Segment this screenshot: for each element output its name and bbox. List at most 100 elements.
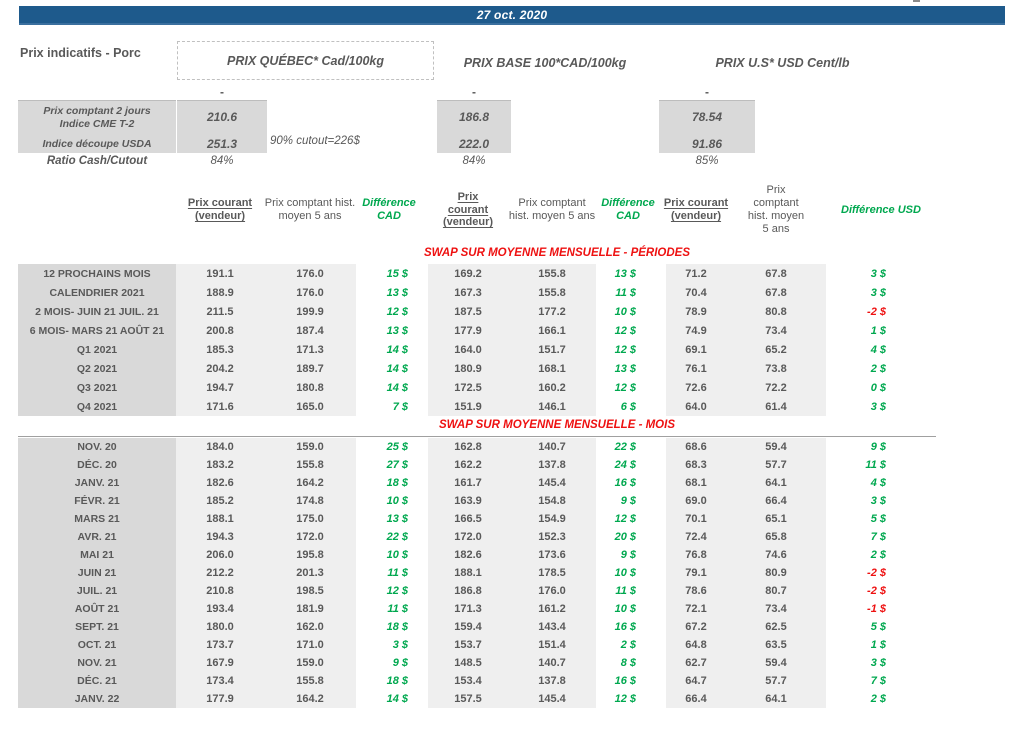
cell-q-diff: 13 $ — [356, 283, 422, 302]
cell-b-cur: 164.0 — [428, 340, 508, 359]
row-label: SEPT. 21 — [18, 618, 176, 636]
cell-b-hist: 140.7 — [508, 438, 596, 456]
cell-b-diff: 10 $ — [596, 302, 660, 321]
cell-b-cur: 161.7 — [428, 474, 508, 492]
table-row: NOV. 21 167.9 159.0 9 $ 148.5 140.7 8 $ 62.7 59.… — [18, 654, 936, 672]
cell-b-cur: 153.4 — [428, 672, 508, 690]
column-headers: Prix courant (vendeur) Prix comptant his… — [18, 173, 936, 247]
column-gap — [660, 600, 666, 618]
cell-b-diff: 2 $ — [596, 636, 660, 654]
cell-u-diff: 4 $ — [826, 474, 936, 492]
table-row: AVR. 21 194.3 172.0 22 $172.0 152.3 20 $72.4 6… — [18, 528, 936, 546]
spot-base-block: 186.8 222.0 — [437, 100, 511, 153]
row-label: DÉC. 20 — [18, 456, 176, 474]
column-gap — [422, 582, 428, 600]
table-row: Q4 2021 171.6 165.0 7 $ 151.9 146.1 6 $ 64.0 61.… — [18, 397, 936, 416]
cell-u-hist: 65.1 — [726, 510, 826, 528]
cell-b-diff: 8 $ — [596, 654, 660, 672]
column-gap — [422, 378, 428, 397]
cell-q-hist: 181.9 — [264, 600, 356, 618]
cell-u-cur: 76.8 — [666, 546, 726, 564]
cell-b-diff: 9 $ — [596, 546, 660, 564]
column-gap — [422, 359, 428, 378]
cell-b-hist: 152.3 — [508, 528, 596, 546]
table-row: JANV. 22 177.9 164.2 14 $ 157.5 145.4 12 $ 66.4… — [18, 690, 936, 708]
cell-b-cur: 159.4 — [428, 618, 508, 636]
cell-q-diff: 3 $ — [356, 636, 422, 654]
cell-u-hist: 74.6 — [726, 546, 826, 564]
cell-b-diff: 16 $ — [596, 474, 660, 492]
colhead-us-hist: Prix comptant hist. moyen 5 ans — [747, 184, 805, 235]
cell-b-diff: 13 $ — [596, 359, 660, 378]
spot-us-cutout: 91.86 — [691, 136, 723, 151]
row-label: Q4 2021 — [18, 397, 176, 416]
cell-u-hist: 73.4 — [726, 321, 826, 340]
cell-b-diff: 9 $ — [596, 492, 660, 510]
table-row: MAI 21 206.0 195.8 10 $ 182.6 173.6 9 $ 76.8 74.… — [18, 546, 936, 564]
cell-b-hist: 160.2 — [508, 378, 596, 397]
column-gap — [422, 397, 428, 416]
cell-b-cur: 163.9 — [428, 492, 508, 510]
cell-u-hist: 64.1 — [726, 474, 826, 492]
cell-b-hist: 161.2 — [508, 600, 596, 618]
cell-b-hist: 177.2 — [508, 302, 596, 321]
cell-q-diff: 25 $ — [356, 438, 422, 456]
cell-q-diff: 27 $ — [356, 456, 422, 474]
cell-q-cur: 177.9 — [176, 690, 264, 708]
cell-u-hist: 73.8 — [726, 359, 826, 378]
cell-u-cur: 72.1 — [666, 600, 726, 618]
cell-b-diff: 20 $ — [596, 528, 660, 546]
cell-u-cur: 78.6 — [666, 582, 726, 600]
cell-q-cur: 183.2 — [176, 456, 264, 474]
cell-q-diff: 11 $ — [356, 600, 422, 618]
cell-u-cur: 64.8 — [666, 636, 726, 654]
column-gap — [660, 510, 666, 528]
row-label: NOV. 21 — [18, 654, 176, 672]
spot-us-cash: 78.54 — [691, 110, 723, 125]
table-periods: 12 PROCHAINS MOIS 191.1 176.0 15 $ 169.2 155.… — [18, 264, 936, 416]
colhead-us-diff-usd: Différence USD — [841, 203, 921, 216]
cell-u-cur: 67.2 — [666, 618, 726, 636]
cell-u-hist: 66.4 — [726, 492, 826, 510]
cutout-note: 90% cutout=226$ — [270, 135, 360, 147]
cell-u-diff: 1 $ — [826, 321, 936, 340]
cell-b-hist: 137.8 — [508, 456, 596, 474]
row-label: AVR. 21 — [18, 528, 176, 546]
cell-b-cur: 153.7 — [428, 636, 508, 654]
cell-b-diff: 12 $ — [596, 340, 660, 359]
spot-base-cash: 186.8 — [458, 110, 490, 125]
spot-quebec-cash: 210.6 — [206, 110, 238, 125]
cell-q-hist: 174.8 — [264, 492, 356, 510]
spot-row1-label-line1: Prix comptant 2 jours — [43, 104, 151, 117]
cell-q-diff: 13 $ — [356, 510, 422, 528]
cell-q-diff: 10 $ — [356, 546, 422, 564]
cell-u-cur: 70.4 — [666, 283, 726, 302]
cell-u-hist: 73.4 — [726, 600, 826, 618]
cell-q-diff: 12 $ — [356, 302, 422, 321]
cell-q-cur: 184.0 — [176, 438, 264, 456]
cell-q-cur: 173.4 — [176, 672, 264, 690]
table-row: JUIL. 21 210.8 198.5 12 $ 186.8 176.0 11 $ 78.6… — [18, 582, 936, 600]
column-gap — [422, 264, 428, 283]
column-gap — [660, 690, 666, 708]
cell-u-cur: 72.6 — [666, 378, 726, 397]
group-header-us: PRIX U.S* USD Cent/lb — [715, 56, 850, 70]
column-gap — [422, 492, 428, 510]
cell-q-hist: 162.0 — [264, 618, 356, 636]
cell-b-hist: 166.1 — [508, 321, 596, 340]
cell-q-cur: 194.7 — [176, 378, 264, 397]
cell-b-diff: 10 $ — [596, 564, 660, 582]
cell-u-hist: 67.8 — [726, 283, 826, 302]
cell-b-hist: 154.9 — [508, 510, 596, 528]
cell-b-hist: 151.7 — [508, 340, 596, 359]
cell-b-hist: 145.4 — [508, 474, 596, 492]
ratio-quebec: 84% — [210, 154, 234, 167]
cell-b-cur: 167.3 — [428, 283, 508, 302]
table-row: CALENDRIER 2021 188.9 176.0 13 $ 167.3 155.8 1… — [18, 283, 936, 302]
colhead-quebec-diff-cad: Différence CAD — [362, 197, 416, 222]
cell-u-hist: 67.8 — [726, 264, 826, 283]
report-date: 27 oct. 2020 — [476, 7, 548, 22]
cell-q-cur: 185.2 — [176, 492, 264, 510]
colhead-base-current: Prix courant (vendeur) — [442, 190, 494, 229]
